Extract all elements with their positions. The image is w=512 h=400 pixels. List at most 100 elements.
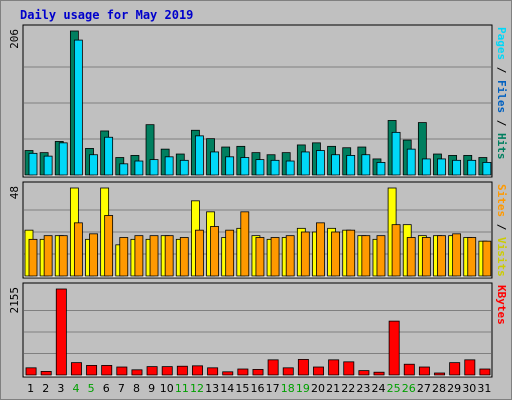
x-tick-label-day-24: 24: [372, 382, 386, 395]
bar-sites-day-5: [89, 233, 98, 277]
side-label-part: Hits: [495, 133, 508, 160]
bar-files-day-1: [28, 152, 38, 176]
side-label-visits-sites: Sites / Visits: [495, 184, 508, 277]
bar-files-day-16: [255, 159, 265, 176]
bar-sites-day-8: [134, 235, 144, 277]
bar-kbytes-day-5: [86, 365, 98, 376]
x-tick-label-day-3: 3: [57, 382, 64, 395]
bar-kbytes-day-29: [449, 362, 461, 376]
bar-files-day-3: [58, 142, 68, 176]
side-label-part: /: [495, 217, 508, 237]
bar-kbytes-day-12: [192, 365, 203, 376]
bar-sites-day-9: [149, 235, 159, 277]
x-tick-label-day-14: 14: [220, 382, 234, 395]
bar-sites-day-4: [73, 222, 83, 277]
bar-kbytes-day-19: [297, 359, 309, 376]
ymax-label-visits-sites: 48: [8, 186, 21, 199]
bar-kbytes-day-6: [101, 365, 113, 376]
bar-kbytes-day-4: [70, 362, 82, 376]
bar-files-day-28: [437, 158, 446, 176]
x-tick-label-day-27: 27: [417, 382, 431, 395]
x-tick-label-day-26: 26: [402, 382, 416, 395]
bar-sites-day-2: [43, 235, 53, 277]
bar-kbytes-day-31: [479, 368, 491, 376]
x-tick-label-day-12: 12: [190, 382, 204, 395]
bar-sites-day-21: [331, 231, 340, 277]
bar-files-day-7: [119, 163, 129, 176]
bar-sites-day-11: [179, 237, 189, 277]
bar-sites-day-29: [452, 233, 462, 277]
bar-files-day-20: [316, 150, 325, 176]
bar-sites-day-14: [225, 229, 235, 277]
bar-sites-day-26: [406, 237, 416, 277]
bar-kbytes-day-26: [403, 363, 415, 376]
x-tick-label-day-18: 18: [281, 382, 295, 395]
bar-files-day-18: [285, 160, 295, 176]
x-tick-label-day-23: 23: [356, 382, 370, 395]
bar-kbytes-day-28: [434, 372, 446, 376]
bar-kbytes-day-13: [207, 367, 219, 376]
bar-sites-day-22: [346, 229, 356, 277]
x-tick-label-day-6: 6: [103, 382, 110, 395]
bar-sites-day-30: [467, 237, 477, 277]
bar-sites-day-15: [240, 211, 250, 277]
bar-kbytes-day-10: [161, 366, 173, 376]
bar-sites-day-6: [104, 215, 114, 277]
bar-sites-day-20: [316, 222, 325, 277]
x-tick-label-day-4: 4: [72, 382, 79, 395]
x-tick-label-day-13: 13: [205, 382, 219, 395]
bar-sites-day-16: [255, 237, 265, 277]
bar-sites-day-3: [58, 235, 68, 277]
bar-sites-day-25: [391, 224, 401, 277]
bar-kbytes-day-27: [418, 366, 430, 376]
bar-kbytes-day-22: [343, 361, 355, 376]
bar-files-day-13: [210, 151, 219, 176]
bar-kbytes-day-23: [358, 370, 370, 376]
x-tick-label-day-25: 25: [387, 382, 401, 395]
panel-frame-kbytes: [22, 282, 493, 378]
side-label-kbytes: KBytes: [495, 285, 508, 325]
bar-kbytes-day-20: [313, 366, 324, 376]
bar-files-day-4: [73, 39, 83, 176]
x-tick-label-day-19: 19: [296, 382, 310, 395]
side-label-part: /: [495, 60, 508, 80]
bar-kbytes-day-17: [267, 359, 279, 376]
bar-kbytes-day-1: [25, 367, 37, 376]
bar-kbytes-day-2: [40, 371, 52, 376]
bar-files-day-10: [164, 156, 174, 176]
x-tick-label-day-28: 28: [432, 382, 446, 395]
bar-sites-day-17: [270, 237, 280, 277]
x-tick-label-day-30: 30: [462, 382, 476, 395]
ymax-label-hits-files: 206: [8, 29, 21, 49]
x-tick-label-day-31: 31: [477, 382, 491, 395]
bar-sites-day-1: [28, 238, 38, 277]
bar-files-day-12: [195, 135, 204, 176]
side-label-part: Files: [495, 80, 508, 113]
bar-sites-day-24: [376, 235, 386, 277]
bar-files-day-27: [421, 158, 431, 176]
bar-sites-day-18: [285, 235, 295, 277]
bar-files-day-23: [361, 154, 371, 176]
x-tick-label-day-2: 2: [42, 382, 49, 395]
bar-kbytes-day-25: [388, 320, 400, 376]
bar-sites-day-31: [482, 240, 492, 277]
bar-files-day-8: [134, 160, 144, 176]
side-label-part: KBytes: [495, 285, 508, 325]
bar-kbytes-day-11: [176, 365, 188, 376]
bar-sites-day-7: [119, 237, 129, 277]
bar-kbytes-day-8: [131, 369, 143, 376]
bar-files-day-21: [331, 154, 340, 176]
bar-files-day-17: [270, 159, 280, 176]
bar-files-day-2: [43, 155, 53, 176]
bar-files-day-31: [482, 162, 492, 176]
side-label-part: Sites: [495, 184, 508, 217]
bar-files-day-25: [391, 131, 401, 176]
bar-kbytes-day-14: [222, 371, 234, 376]
bar-files-day-19: [300, 151, 310, 176]
bar-kbytes-day-18: [282, 367, 294, 376]
bar-kbytes-day-9: [146, 366, 158, 376]
bar-kbytes-day-21: [328, 359, 340, 376]
side-label-hits-files: Pages / Files / Hits: [495, 27, 508, 160]
bar-sites-day-23: [361, 235, 371, 277]
bar-sites-day-28: [437, 235, 446, 277]
